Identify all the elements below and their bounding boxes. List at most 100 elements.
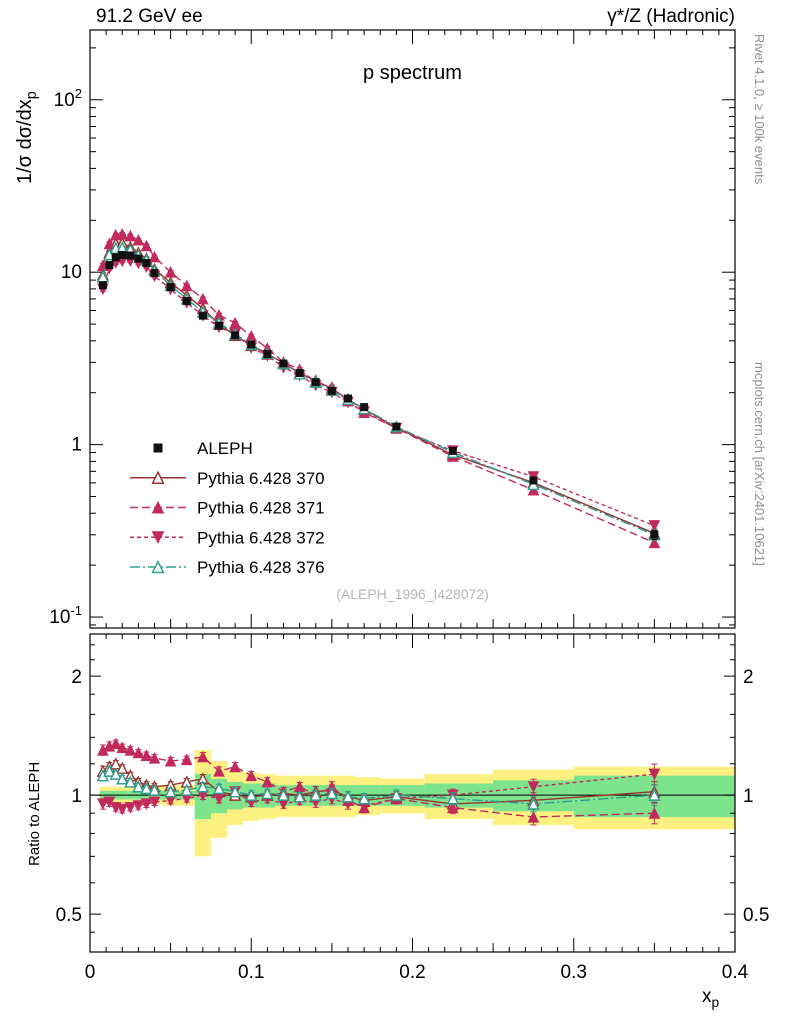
- square-marker: [360, 403, 369, 412]
- triangle-up-marker: [116, 741, 129, 753]
- svg-text:1: 1: [743, 786, 754, 807]
- triangle-down-marker: [116, 803, 129, 816]
- square-marker: [182, 297, 191, 306]
- legend-item-pythia-6-428-370: Pythia 6.428 370: [130, 469, 325, 488]
- svg-text:2: 2: [743, 667, 754, 688]
- svg-text:Pythia 6.428 371: Pythia 6.428 371: [197, 499, 325, 518]
- triangle-up-marker: [197, 750, 209, 763]
- triangle-down-marker: [140, 798, 153, 811]
- triangle-down-marker: [97, 798, 109, 811]
- series-pythia-6-428-372: [97, 255, 661, 532]
- triangle-open-marker: [132, 780, 145, 793]
- beam-energy-label: 91.2 GeV ee: [96, 6, 203, 27]
- triangle-open-marker: [151, 559, 165, 574]
- ratio-y-axis-ticks: [90, 644, 735, 933]
- triangle-open-marker: [277, 788, 290, 801]
- triangle-open-marker: [293, 790, 306, 803]
- legend-item-aleph: ALEPH: [153, 439, 253, 458]
- triangle-open-marker: [341, 790, 355, 803]
- process-label: γ*/Z (Hadronic): [607, 6, 735, 27]
- square-marker: [650, 530, 659, 539]
- svg-text:10-1: 10-1: [49, 603, 82, 628]
- legend-item-pythia-6-428-371: Pythia 6.428 371: [130, 499, 325, 518]
- triangle-open-marker: [648, 788, 661, 801]
- legend: ALEPH Pythia 6.428 370 Pythia 6.428 371 Pyt…: [130, 439, 325, 577]
- square-marker: [344, 394, 352, 403]
- triangle-up-marker: [148, 250, 161, 263]
- svg-text:0.4: 0.4: [722, 962, 749, 983]
- square-marker: [231, 331, 240, 340]
- triangle-open-marker: [140, 781, 153, 795]
- svg-text:0.3: 0.3: [561, 962, 587, 983]
- triangle-open-marker: [109, 767, 122, 780]
- x-axis-label-text: x: [702, 986, 712, 1007]
- square-marker: [279, 359, 288, 368]
- legend-item-pythia-6-428-376: Pythia 6.428 376: [130, 558, 325, 577]
- triangle-open-marker: [325, 786, 339, 800]
- square-marker: [142, 259, 151, 268]
- triangle-open-marker: [446, 792, 459, 805]
- mcplots-note: mcplots.cern.ch [arXiv:2401.10621]: [752, 362, 767, 566]
- ratio-series-pythia-6-428-376: [96, 764, 661, 813]
- triangle-open-marker: [309, 788, 322, 801]
- plot-title: p spectrum: [363, 62, 462, 84]
- triangle-open-marker: [228, 785, 242, 798]
- ratio-y-axis-tick-labels: 0.5 0.5 1 1 2 2: [56, 667, 770, 926]
- triangle-up-marker: [124, 229, 137, 242]
- triangle-up-marker: [229, 760, 241, 773]
- triangle-up-marker: [116, 227, 129, 240]
- triangle-up-marker: [132, 233, 145, 246]
- triangle-up-marker: [164, 754, 177, 767]
- analysis-id-watermark: (ALEPH_1996_I428072): [336, 586, 489, 602]
- rivet-version-note: Rivet 4.1.0, ≥ 100k events: [752, 34, 767, 185]
- triangle-up-marker: [151, 500, 165, 514]
- triangle-up-marker: [148, 752, 161, 764]
- square-marker: [247, 340, 256, 349]
- svg-text:1: 1: [71, 435, 82, 456]
- triangle-open-marker: [245, 788, 258, 801]
- triangle-up-marker: [197, 292, 209, 305]
- triangle-open-marker: [116, 772, 129, 785]
- triangle-down-marker: [648, 768, 661, 781]
- triangle-open-marker: [261, 786, 274, 800]
- triangle-up-marker: [180, 279, 193, 292]
- triangle-up-marker: [109, 737, 122, 750]
- triangle-open-marker: [124, 775, 137, 788]
- svg-text:10: 10: [61, 262, 82, 283]
- series-pythia-6-428-370: [96, 236, 661, 540]
- x-axis-label-sub: p: [711, 994, 720, 1010]
- square-marker: [198, 311, 207, 320]
- x-axis-label: xp: [702, 986, 719, 1010]
- svg-text:Pythia 6.428 372: Pythia 6.428 372: [197, 528, 325, 547]
- triangle-up-marker: [527, 483, 540, 496]
- square-marker: [327, 386, 336, 395]
- legend-item-pythia-6-428-372: Pythia 6.428 372: [130, 528, 325, 547]
- square-marker: [215, 321, 223, 330]
- triangle-up-marker: [245, 769, 258, 782]
- triangle-up-marker: [124, 743, 137, 756]
- square-marker: [126, 251, 135, 260]
- svg-text:ALEPH: ALEPH: [197, 439, 253, 458]
- triangle-up-marker: [229, 316, 241, 329]
- svg-text:0: 0: [85, 962, 96, 983]
- triangle-down-marker: [648, 520, 661, 532]
- main-y-axis-tick-labels: 10-1 1 10 102: [49, 86, 82, 628]
- triangle-open-marker: [103, 764, 116, 777]
- svg-text:102: 102: [54, 86, 82, 111]
- series-pythia-6-428-376: [96, 241, 661, 541]
- x-axis-ticks: [89, 30, 736, 952]
- square-marker: [111, 253, 120, 262]
- svg-text:Pythia 6.428 376: Pythia 6.428 376: [197, 558, 325, 577]
- square-marker: [98, 281, 107, 290]
- x-axis-tick-labels: 0 0.1 0.2 0.3 0.4: [85, 962, 749, 983]
- triangle-open-marker: [390, 788, 403, 801]
- svg-text:2: 2: [71, 667, 82, 688]
- square-marker: [153, 443, 163, 453]
- triangle-up-marker: [140, 239, 153, 252]
- square-marker: [529, 476, 538, 485]
- square-marker: [105, 261, 114, 270]
- triangle-up-marker: [180, 753, 193, 766]
- triangle-down-marker: [148, 796, 161, 809]
